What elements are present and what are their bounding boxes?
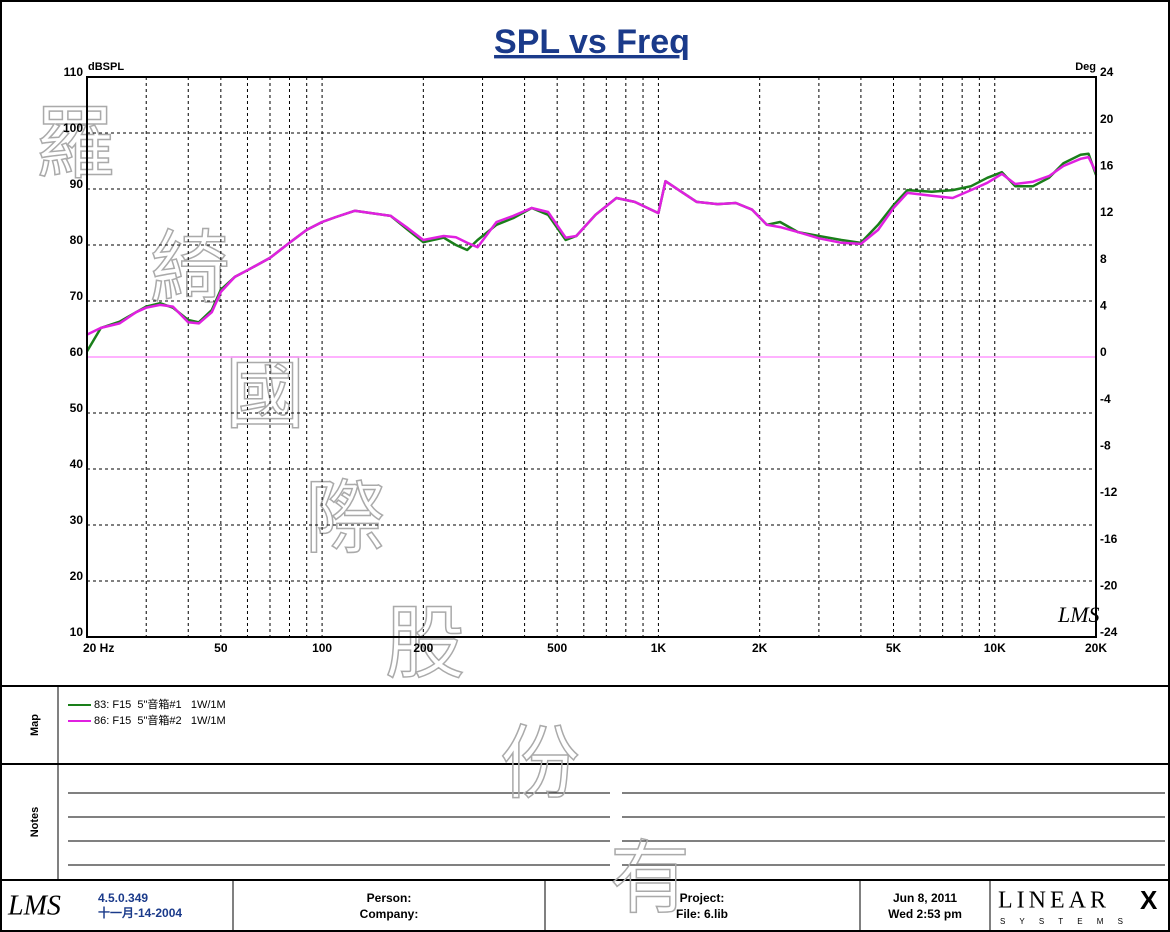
watermark: 有 <box>610 834 690 923</box>
y-tick-label: 20 <box>70 569 84 583</box>
legend-label: 86: F15 5"音箱#2 1W/1M <box>94 713 226 727</box>
company: Company: <box>360 907 419 921</box>
legend-label: 83: F15 5"音箱#1 1W/1M <box>94 697 226 711</box>
y-tick-label: 30 <box>70 513 84 527</box>
y-tick-label: 110 <box>64 65 84 79</box>
y-tick-label: 40 <box>70 457 84 471</box>
brand-x: X <box>1140 885 1158 915</box>
x-tick-label: 2K <box>752 641 768 655</box>
file: File: 6.lib <box>676 907 728 921</box>
y-tick-label: 90 <box>70 177 84 191</box>
y2-tick-label: -8 <box>1100 439 1111 453</box>
time: Wed 2:53 pm <box>888 907 962 921</box>
x-tick-label: 10K <box>984 641 1006 655</box>
y-tick-label: 70 <box>70 289 84 303</box>
date: Jun 8, 2011 <box>893 891 957 905</box>
section-label: Map <box>29 714 41 736</box>
y2-tick-label: -16 <box>1100 532 1118 546</box>
watermark: 際 <box>305 474 385 563</box>
watermark: 份 <box>500 719 580 808</box>
watermark: 國 <box>225 349 305 438</box>
y2-tick-label: 24 <box>1100 65 1114 79</box>
plot-border <box>86 76 1097 638</box>
plot-logo: LMS <box>1057 602 1100 627</box>
y-tick-label: 80 <box>70 233 84 247</box>
watermark: 股 <box>385 599 465 688</box>
x-tick-label: 100 <box>312 641 332 655</box>
x-tick-label: 200 <box>413 641 433 655</box>
y2-tick-label: -4 <box>1100 392 1111 406</box>
x-tick-label: 20K <box>1085 641 1107 655</box>
y2-tick-label: 20 <box>1100 112 1114 126</box>
y2-tick-label: 16 <box>1100 159 1114 173</box>
person: Person: <box>367 891 412 905</box>
y2-tick-label: -24 <box>1100 625 1118 639</box>
footer-logo: LMS <box>7 890 61 921</box>
y2-tick-label: -12 <box>1100 485 1118 499</box>
section-label: Notes <box>29 807 41 838</box>
series-line <box>86 155 1098 336</box>
y2-tick-label: 0 <box>1100 345 1107 359</box>
x-tick-label: 20 Hz <box>83 641 114 655</box>
y2-tick-label: -20 <box>1100 579 1118 593</box>
brand: LINEAR <box>998 888 1110 914</box>
x-tick-label: 500 <box>547 641 567 655</box>
y2-tick-label: 4 <box>1100 299 1107 313</box>
y-axis-label: dBSPL <box>88 61 124 73</box>
y-tick-label: 60 <box>70 345 84 359</box>
y-tick-label: 10 <box>70 625 84 639</box>
x-tick-label: 5K <box>886 641 902 655</box>
watermark: 羅 <box>35 99 115 188</box>
note-lines <box>68 792 1165 866</box>
y2-tick-label: 8 <box>1100 252 1107 266</box>
y-tick-label: 50 <box>70 401 84 415</box>
build-date: 十一月-14-2004 <box>98 905 182 920</box>
y-tick-label: 100 <box>63 121 83 135</box>
version: 4.5.0.349 <box>98 891 148 905</box>
y2-tick-label: 12 <box>1100 205 1114 219</box>
brand-sub: S Y S T E M S <box>1000 917 1129 926</box>
x-tick-label: 1K <box>651 641 667 655</box>
x-tick-label: 50 <box>214 641 228 655</box>
y2-axis-label: Deg <box>1075 61 1096 73</box>
chart-title: SPL vs Freq <box>494 23 690 61</box>
project: Project: <box>680 891 725 905</box>
